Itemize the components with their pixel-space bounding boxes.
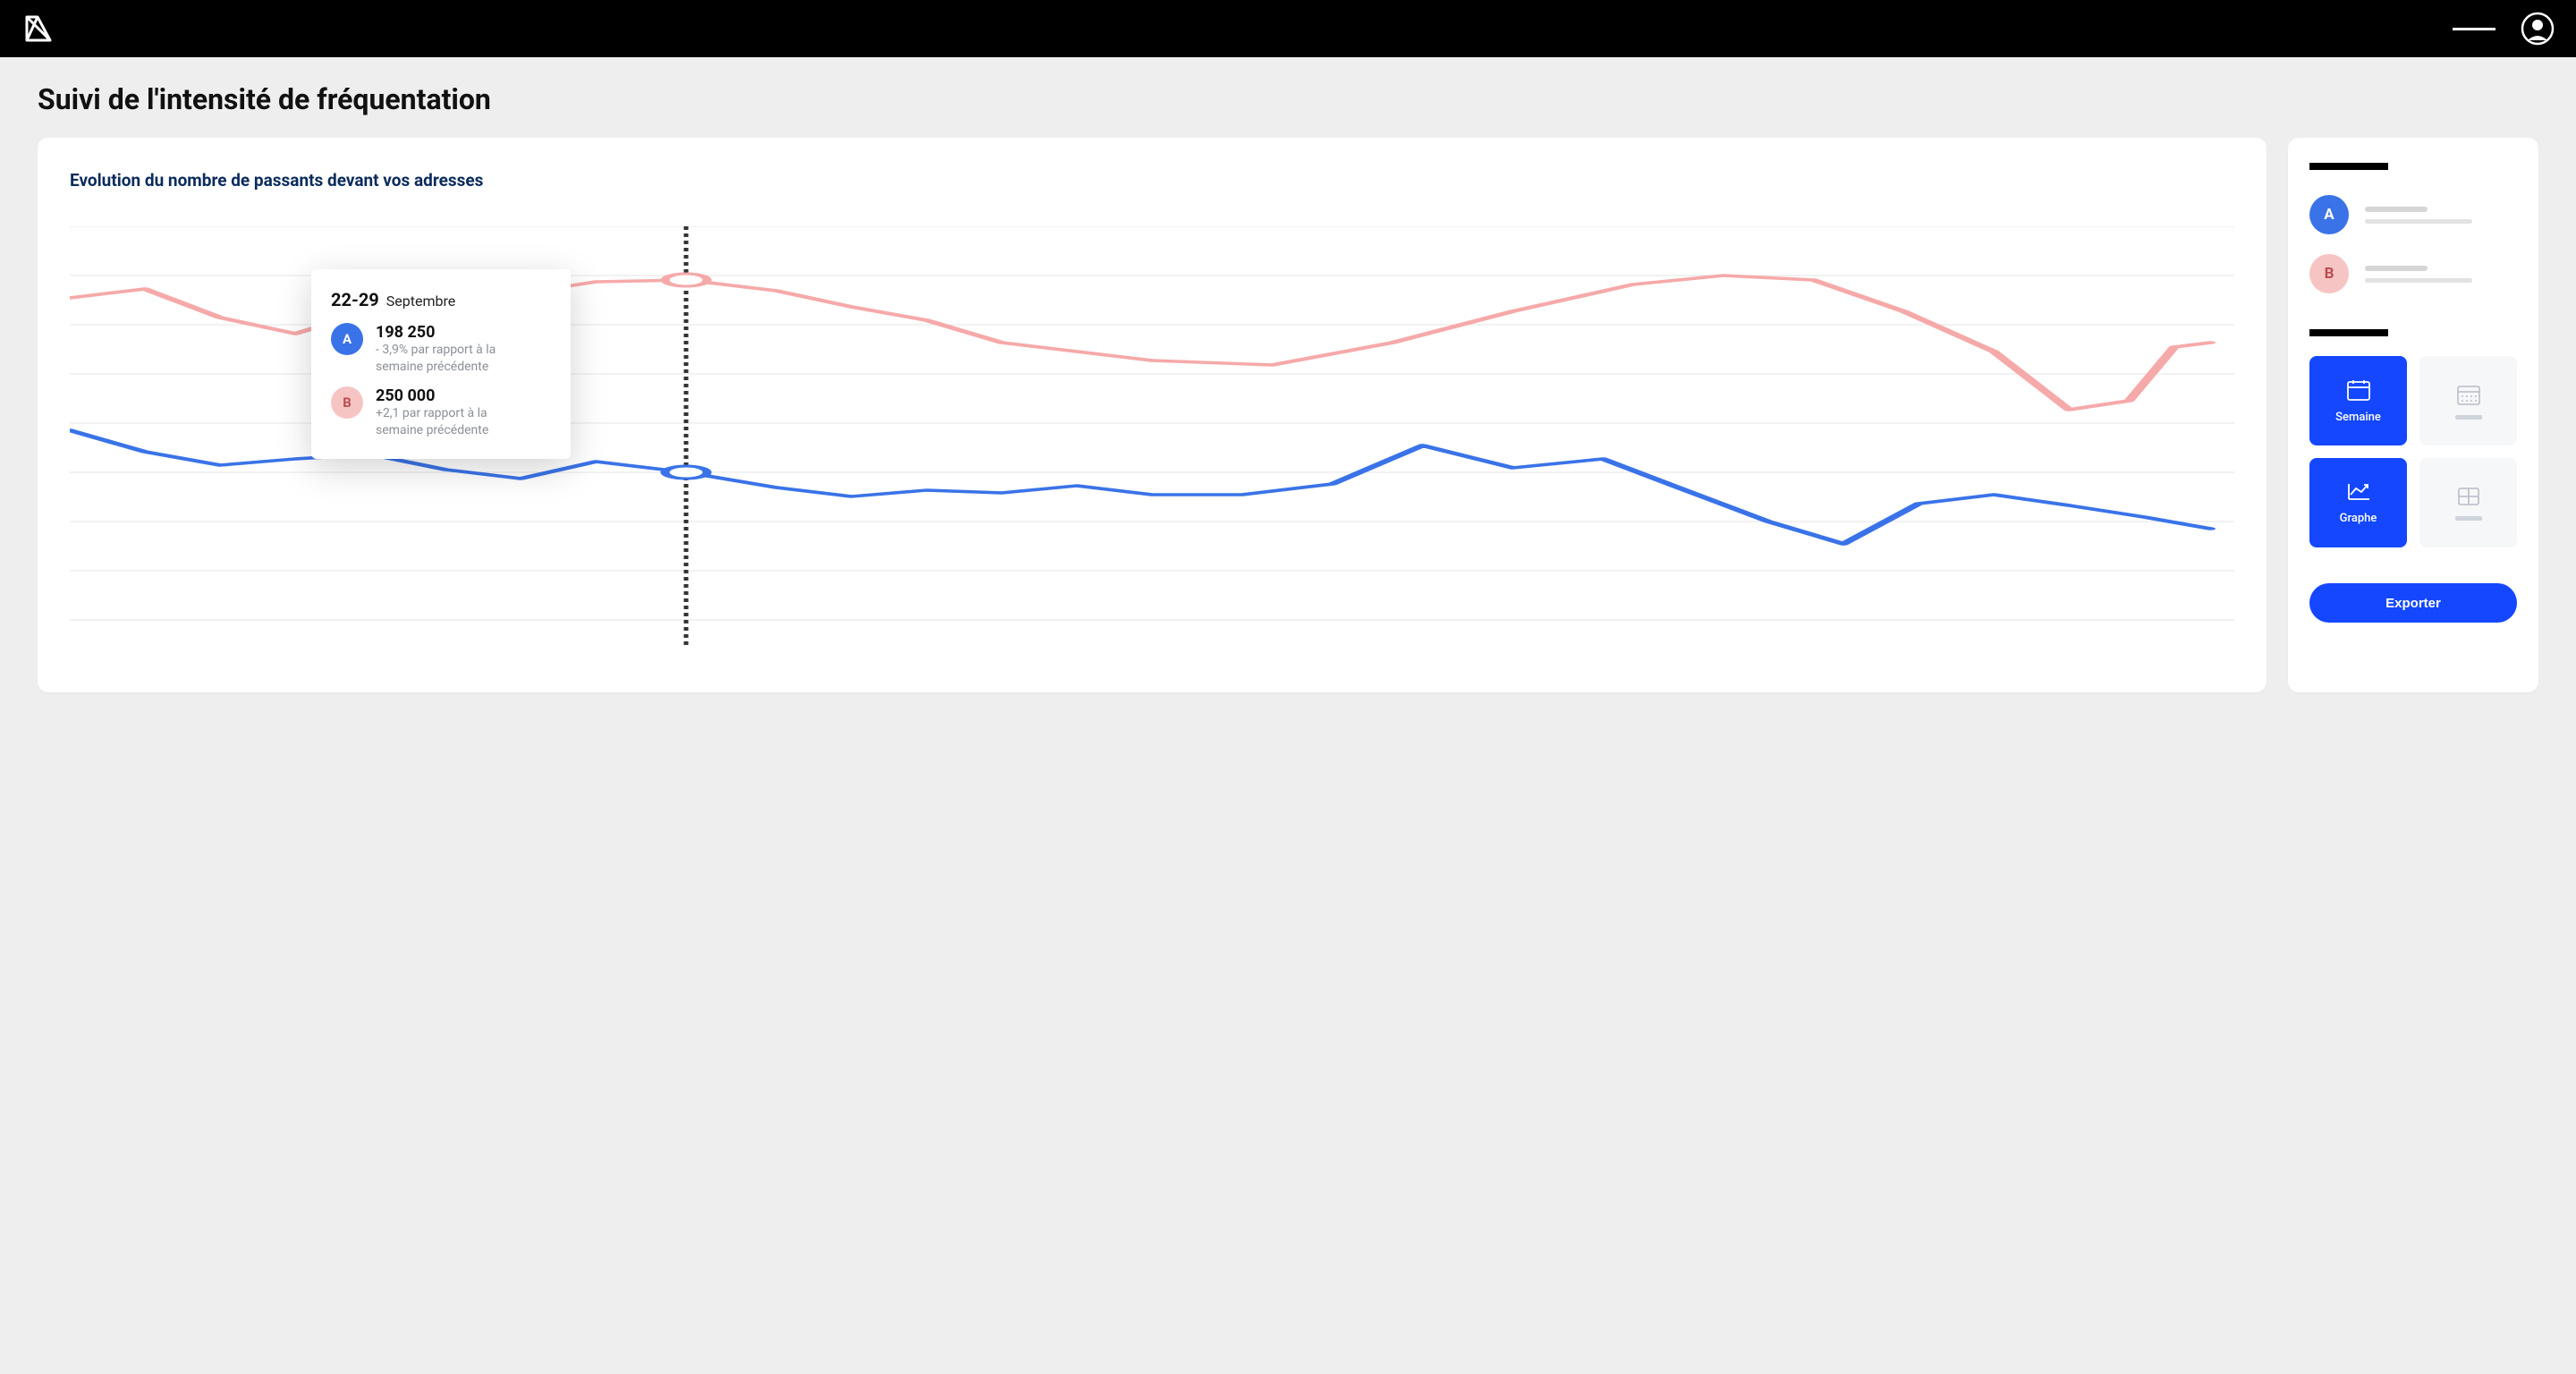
chart-area[interactable]: 22-29 Septembre A 198 250- 3,9% par rappo… [70, 226, 2234, 647]
topbar-right [2453, 12, 2555, 46]
period-week-label: Semaine [2335, 411, 2381, 424]
chart-title: Evolution du nombre de passants devant v… [70, 170, 2234, 191]
page-title: Suivi de l'intensité de fréquentation [38, 82, 2538, 116]
view-table-option[interactable] [2419, 458, 2517, 547]
tooltip-month: Septembre [386, 293, 455, 310]
period-week-option[interactable]: Semaine [2309, 356, 2407, 445]
view-table-placeholder [2455, 516, 2482, 521]
series-badge-b: B [331, 386, 363, 419]
legend-placeholder [2365, 207, 2472, 224]
period-alt-placeholder [2455, 415, 2482, 420]
menu-line-icon[interactable] [2453, 28, 2496, 30]
chart-tooltip: 22-29 Septembre A 198 250- 3,9% par rappo… [311, 269, 571, 459]
view-graph-option[interactable]: Graphe [2309, 458, 2407, 547]
tooltip-value: 250 000 [376, 386, 537, 405]
legend-badge-b: B [2309, 254, 2349, 293]
tooltip-row: B 250 000+2,1 par rapport à la semaine pr… [331, 386, 547, 439]
tooltip-subtext: +2,1 par rapport à la semaine précédente [376, 405, 537, 439]
tooltip-date-range: 22-29 [331, 289, 379, 310]
tooltip-row: A 198 250- 3,9% par rapport à la semaine … [331, 323, 547, 376]
tooltip-subtext: - 3,9% par rapport à la semaine précéden… [376, 342, 537, 376]
legend-item-a[interactable]: A [2309, 195, 2517, 234]
top-bar [0, 0, 2576, 57]
sidebar-separator [2309, 329, 2388, 336]
chart-card: Evolution du nombre de passants devant v… [38, 138, 2267, 692]
main-layout: Evolution du nombre de passants devant v… [38, 138, 2538, 692]
page-body: Suivi de l'intensité de fréquentation Ev… [0, 57, 2576, 728]
sidebar-card: AB Semaine Graphe [2288, 138, 2538, 692]
series-badge-a: A [331, 323, 363, 355]
user-avatar-icon[interactable] [2521, 12, 2555, 46]
period-option-grid: Semaine [2309, 356, 2517, 445]
export-button[interactable]: Exporter [2309, 583, 2517, 623]
view-option-grid: Graphe [2309, 458, 2517, 547]
sidebar-header-bar [2309, 163, 2388, 170]
legend-placeholder [2365, 266, 2472, 283]
app-logo[interactable] [21, 12, 55, 46]
view-graph-label: Graphe [2340, 512, 2377, 525]
period-alt-option[interactable] [2419, 356, 2517, 445]
legend-badge-a: A [2309, 195, 2349, 234]
tooltip-value: 198 250 [376, 323, 537, 342]
tooltip-date: 22-29 Septembre [331, 289, 547, 310]
legend-item-b[interactable]: B [2309, 254, 2517, 293]
